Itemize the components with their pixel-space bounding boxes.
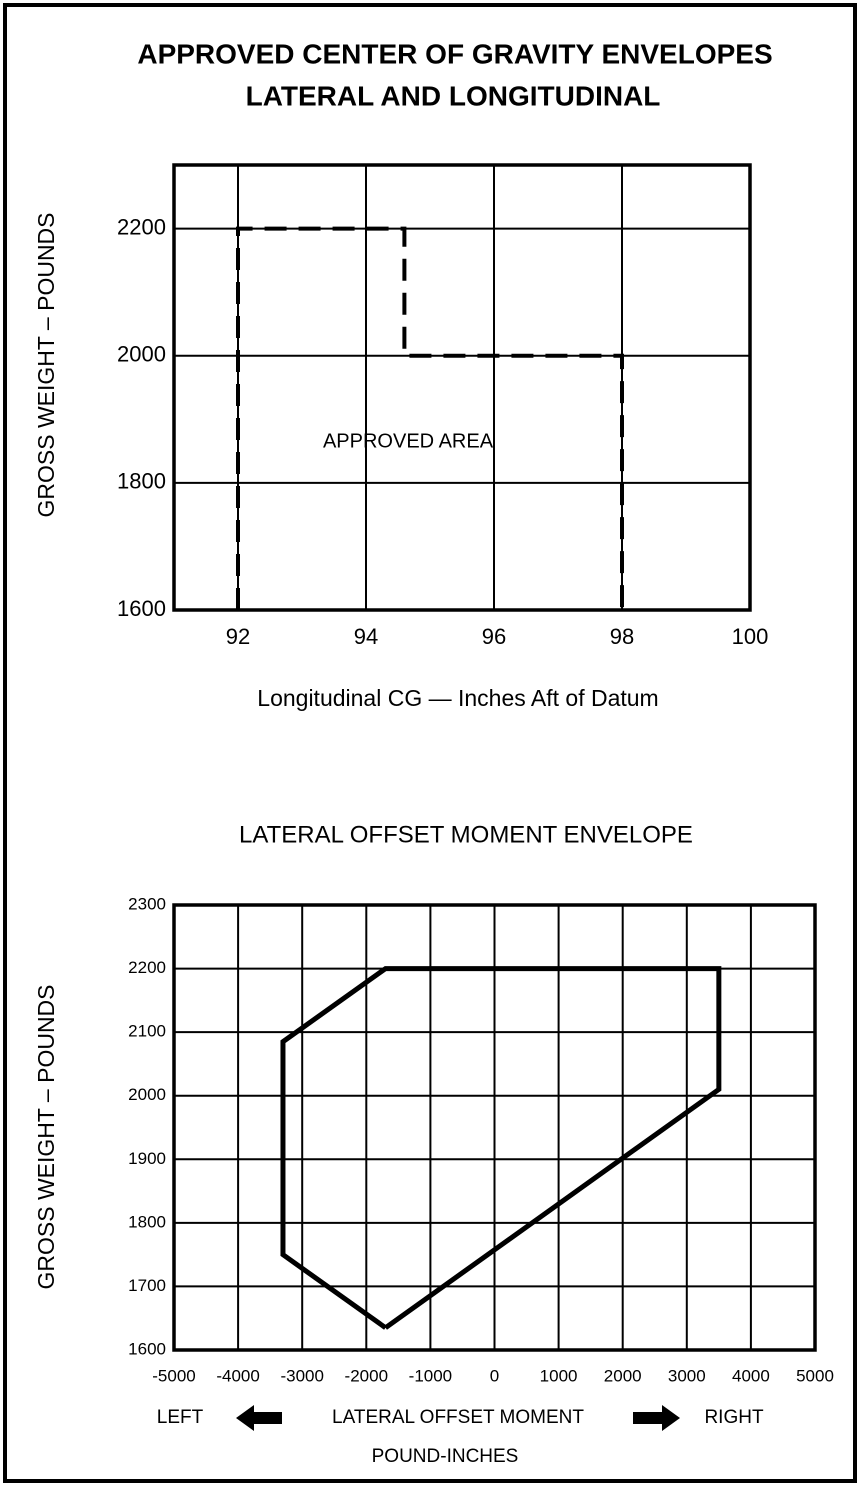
y-tick-label: 1600 xyxy=(117,596,166,621)
x-tick-label: 96 xyxy=(482,624,506,649)
y-tick-label: 2300 xyxy=(128,894,166,913)
y-tick-label: 1600 xyxy=(128,1339,166,1358)
y-tick-label: 1800 xyxy=(128,1212,166,1231)
plot-frame xyxy=(172,903,817,1352)
x-tick-label: 5000 xyxy=(796,1366,834,1385)
y-tick-label: 1800 xyxy=(117,469,166,494)
page-frame xyxy=(3,3,857,1483)
x-tick-label: 3000 xyxy=(668,1366,706,1385)
y-tick-label: 1700 xyxy=(128,1276,166,1295)
y-tick-label: 1900 xyxy=(128,1149,166,1168)
x-axis-left-label: LEFT xyxy=(157,1407,204,1428)
right-arrow xyxy=(633,1405,680,1431)
x-axis-unit: POUND-INCHES xyxy=(372,1446,519,1467)
x-axis-label: LATERAL OFFSET MOMENT xyxy=(332,1407,584,1428)
envelope-line xyxy=(280,966,722,1330)
x-tick-label: 0 xyxy=(490,1366,499,1385)
chart-title: APPROVED CENTER OF GRAVITY ENVELOPES xyxy=(137,38,772,69)
x-tick-label: -4000 xyxy=(216,1366,259,1385)
x-tick-label: -1000 xyxy=(409,1366,452,1385)
chart-subtitle: LATERAL AND LONGITUDINAL xyxy=(246,80,661,111)
x-tick-label: 98 xyxy=(610,624,634,649)
y-tick-label: 2000 xyxy=(128,1085,166,1104)
y-tick-label: 2200 xyxy=(128,958,166,977)
x-tick-label: 4000 xyxy=(732,1366,770,1385)
y-tick-label: 2200 xyxy=(117,214,166,239)
y-tick-label: 2000 xyxy=(117,342,166,367)
y-axis-label: GROSS WEIGHT – POUNDS xyxy=(33,212,59,517)
x-tick-label: 92 xyxy=(226,624,250,649)
x-tick-label: -2000 xyxy=(345,1366,388,1385)
y-tick-label: 2100 xyxy=(128,1022,166,1041)
x-tick-label: 1000 xyxy=(540,1366,578,1385)
chart-title: LATERAL OFFSET MOMENT ENVELOPE xyxy=(239,821,693,848)
x-tick-label: -5000 xyxy=(152,1366,195,1385)
envelope-line xyxy=(236,226,624,610)
y-axis-label: GROSS WEIGHT – POUNDS xyxy=(33,984,59,1289)
x-tick-label: 2000 xyxy=(604,1366,642,1385)
annotation: APPROVED AREA xyxy=(323,430,494,452)
left-arrow xyxy=(236,1405,282,1431)
x-axis-label: Longitudinal CG — Inches Aft of Datum xyxy=(257,685,658,711)
x-tick-label: -3000 xyxy=(280,1366,323,1385)
x-tick-label: 100 xyxy=(732,624,769,649)
plot-frame xyxy=(172,163,752,612)
x-axis-right-label: RIGHT xyxy=(704,1407,764,1428)
x-tick-label: 94 xyxy=(354,624,378,649)
